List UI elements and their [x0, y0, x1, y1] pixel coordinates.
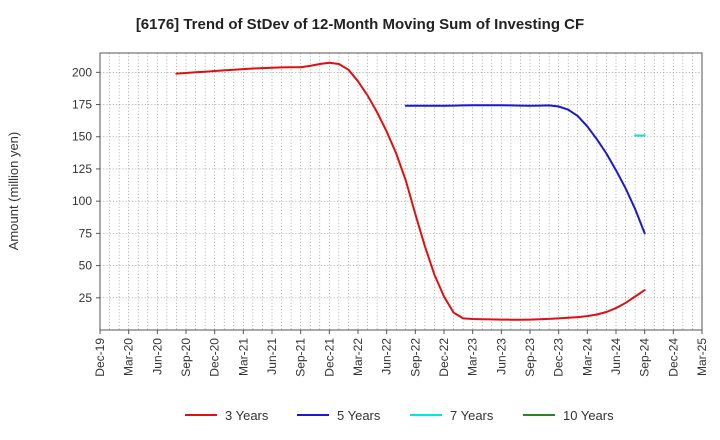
x-tick-label: Sep-24: [638, 338, 652, 377]
x-tick-label: Jun-20: [150, 338, 164, 375]
x-tick-label: Sep-22: [408, 338, 422, 377]
x-tick-label: Mar-21: [236, 338, 250, 376]
plot-frame: [99, 52, 703, 331]
y-axis-label: Amount (million yen): [6, 132, 21, 251]
chart-title: [6176] Trend of StDev of 12-Month Moving…: [135, 16, 585, 33]
x-tick-label: Jun-21: [265, 338, 279, 375]
x-tick-label: Dec-24: [666, 338, 680, 377]
y-axis: 25 50 75 100 125 150 175 200: [72, 65, 100, 305]
y-tick-label: 200: [72, 65, 92, 79]
series-line-5-years: [404, 104, 646, 235]
legend-label-7-years: 7 Years: [450, 408, 494, 423]
x-tick-label: Dec-22: [437, 338, 451, 377]
grid: [99, 53, 703, 330]
x-tick-label: Dec-20: [208, 338, 222, 377]
y-tick-label: 75: [79, 226, 93, 240]
y-tick-label: 50: [79, 259, 93, 273]
y-tick-label: 150: [72, 130, 92, 144]
x-tick-label: Sep-23: [523, 338, 537, 377]
x-axis: Dec-19 Mar-20 Jun-20 Sep-20 Dec-20 Mar-21 Jun-…: [93, 330, 709, 377]
x-tick-label: Mar-25: [695, 338, 709, 376]
y-tick-label: 100: [72, 194, 92, 208]
x-tick-label: Mar-23: [466, 338, 480, 376]
x-tick-label: Dec-21: [322, 338, 336, 377]
x-tick-label: Jun-22: [380, 338, 394, 375]
x-tick-label: Jun-24: [609, 338, 623, 375]
legend-label-5-years: 5 Years: [337, 408, 381, 423]
x-tick-label: Dec-19: [93, 338, 107, 377]
x-tick-label: Jun-23: [494, 338, 508, 375]
y-tick-label: 125: [72, 162, 92, 176]
series: [175, 61, 646, 321]
series-line-3-years: [175, 61, 646, 321]
x-tick-label: Dec-23: [552, 338, 566, 377]
legend-label-10-years: 10 Years: [563, 408, 614, 423]
x-tick-label: Mar-24: [580, 338, 594, 376]
y-tick-label: 175: [72, 98, 92, 112]
y-tick-label: 25: [79, 291, 93, 305]
x-tick-label: Mar-20: [122, 338, 136, 376]
x-tick-label: Sep-20: [179, 338, 193, 377]
x-tick-label: Mar-22: [351, 338, 365, 376]
legend-label-3-years: 3 Years: [225, 408, 269, 423]
x-tick-label: Sep-21: [294, 338, 308, 377]
legend: 3 Years 5 Years 7 Years 10 Years: [185, 408, 614, 423]
